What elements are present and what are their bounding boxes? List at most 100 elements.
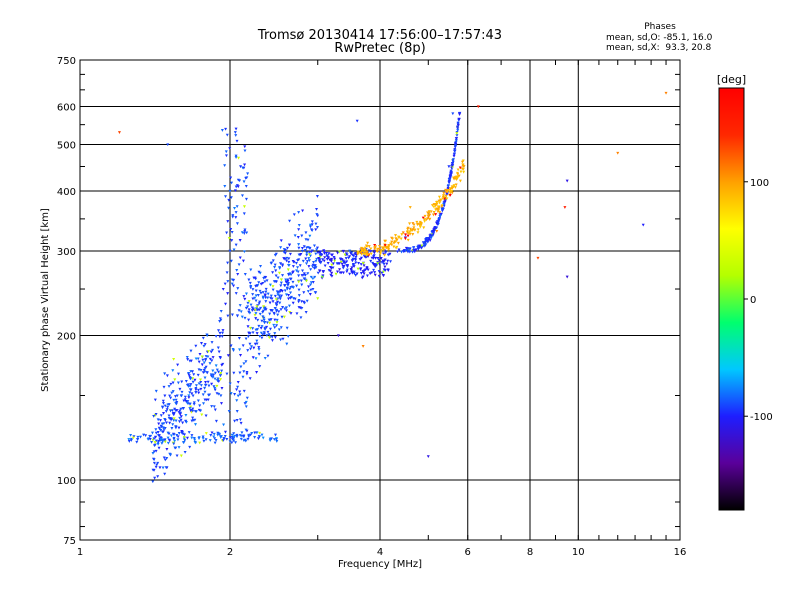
data-point	[204, 380, 208, 384]
data-point	[231, 347, 235, 351]
data-point	[182, 437, 186, 441]
data-point	[217, 329, 221, 333]
data-point	[239, 365, 243, 369]
data-point	[210, 431, 214, 435]
data-point	[230, 181, 234, 185]
data-point	[310, 220, 314, 224]
data-point	[339, 260, 343, 264]
data-point	[192, 437, 196, 440]
data-point	[236, 287, 240, 290]
data-point	[177, 426, 181, 430]
data-point	[256, 437, 260, 441]
data-point	[193, 410, 197, 413]
data-point	[157, 439, 161, 443]
data-point	[460, 167, 464, 171]
data-point	[212, 432, 216, 436]
data-point	[164, 410, 168, 413]
data-point	[408, 227, 412, 231]
phase-heading: Phases	[644, 22, 676, 32]
data-point	[281, 337, 285, 341]
data-point	[178, 387, 182, 391]
data-point	[301, 209, 305, 213]
data-point	[262, 307, 266, 311]
data-point	[334, 272, 338, 276]
data-point	[248, 281, 252, 285]
data-point	[163, 394, 167, 398]
colorbar-label: [deg]	[717, 73, 746, 86]
data-point	[289, 312, 293, 315]
grid-lines	[80, 60, 680, 540]
data-point	[412, 246, 416, 250]
data-point	[243, 316, 247, 320]
data-point	[330, 271, 334, 275]
data-point	[215, 368, 219, 372]
data-point	[316, 297, 320, 301]
data-point	[247, 310, 251, 314]
data-point	[199, 409, 203, 413]
data-point	[291, 286, 295, 290]
data-point	[259, 326, 263, 330]
data-point	[151, 457, 155, 461]
data-point	[441, 197, 445, 201]
data-point	[244, 292, 248, 296]
data-point	[295, 284, 299, 288]
data-point	[176, 438, 180, 442]
data-point	[431, 213, 435, 217]
data-point	[406, 238, 410, 242]
data-point	[440, 205, 444, 209]
data-point	[362, 252, 366, 256]
data-point	[343, 253, 347, 257]
data-point	[224, 302, 228, 306]
data-point	[271, 285, 275, 288]
data-point	[331, 262, 335, 266]
data-point	[156, 441, 160, 445]
data-point	[146, 438, 150, 441]
data-point	[239, 354, 243, 357]
data-point	[287, 304, 291, 308]
data-point	[176, 381, 180, 385]
data-point	[154, 413, 158, 416]
data-point	[365, 250, 369, 254]
data-point	[196, 357, 200, 361]
data-point	[136, 435, 140, 439]
data-point	[236, 394, 240, 398]
data-point	[345, 270, 349, 274]
data-point	[166, 436, 170, 440]
data-point	[241, 344, 245, 348]
data-point	[160, 422, 164, 426]
data-point	[418, 244, 422, 248]
data-point	[249, 303, 253, 307]
data-point	[152, 437, 156, 441]
data-point	[178, 420, 182, 424]
data-point	[148, 438, 152, 441]
data-point	[263, 280, 267, 284]
data-point	[274, 302, 278, 306]
data-point	[297, 246, 301, 250]
data-point	[180, 431, 184, 435]
data-point	[205, 371, 209, 374]
data-point	[219, 378, 223, 381]
data-point	[380, 271, 384, 275]
data-point	[363, 246, 367, 250]
x-tick-label: 2	[227, 547, 233, 558]
data-point	[285, 286, 289, 290]
data-point	[160, 405, 164, 409]
data-point	[419, 246, 423, 250]
data-point	[359, 263, 363, 266]
data-point	[439, 199, 443, 203]
data-point	[204, 432, 208, 435]
data-point	[278, 266, 282, 269]
data-point	[223, 164, 227, 168]
data-point	[340, 258, 344, 261]
data-point	[171, 369, 175, 373]
data-point	[284, 278, 288, 282]
data-point	[217, 350, 221, 354]
data-point	[454, 137, 458, 140]
data-point	[255, 305, 259, 309]
data-point	[385, 246, 389, 250]
data-point	[288, 287, 292, 291]
data-point	[314, 259, 318, 263]
data-point	[271, 288, 275, 292]
data-point	[185, 355, 189, 359]
